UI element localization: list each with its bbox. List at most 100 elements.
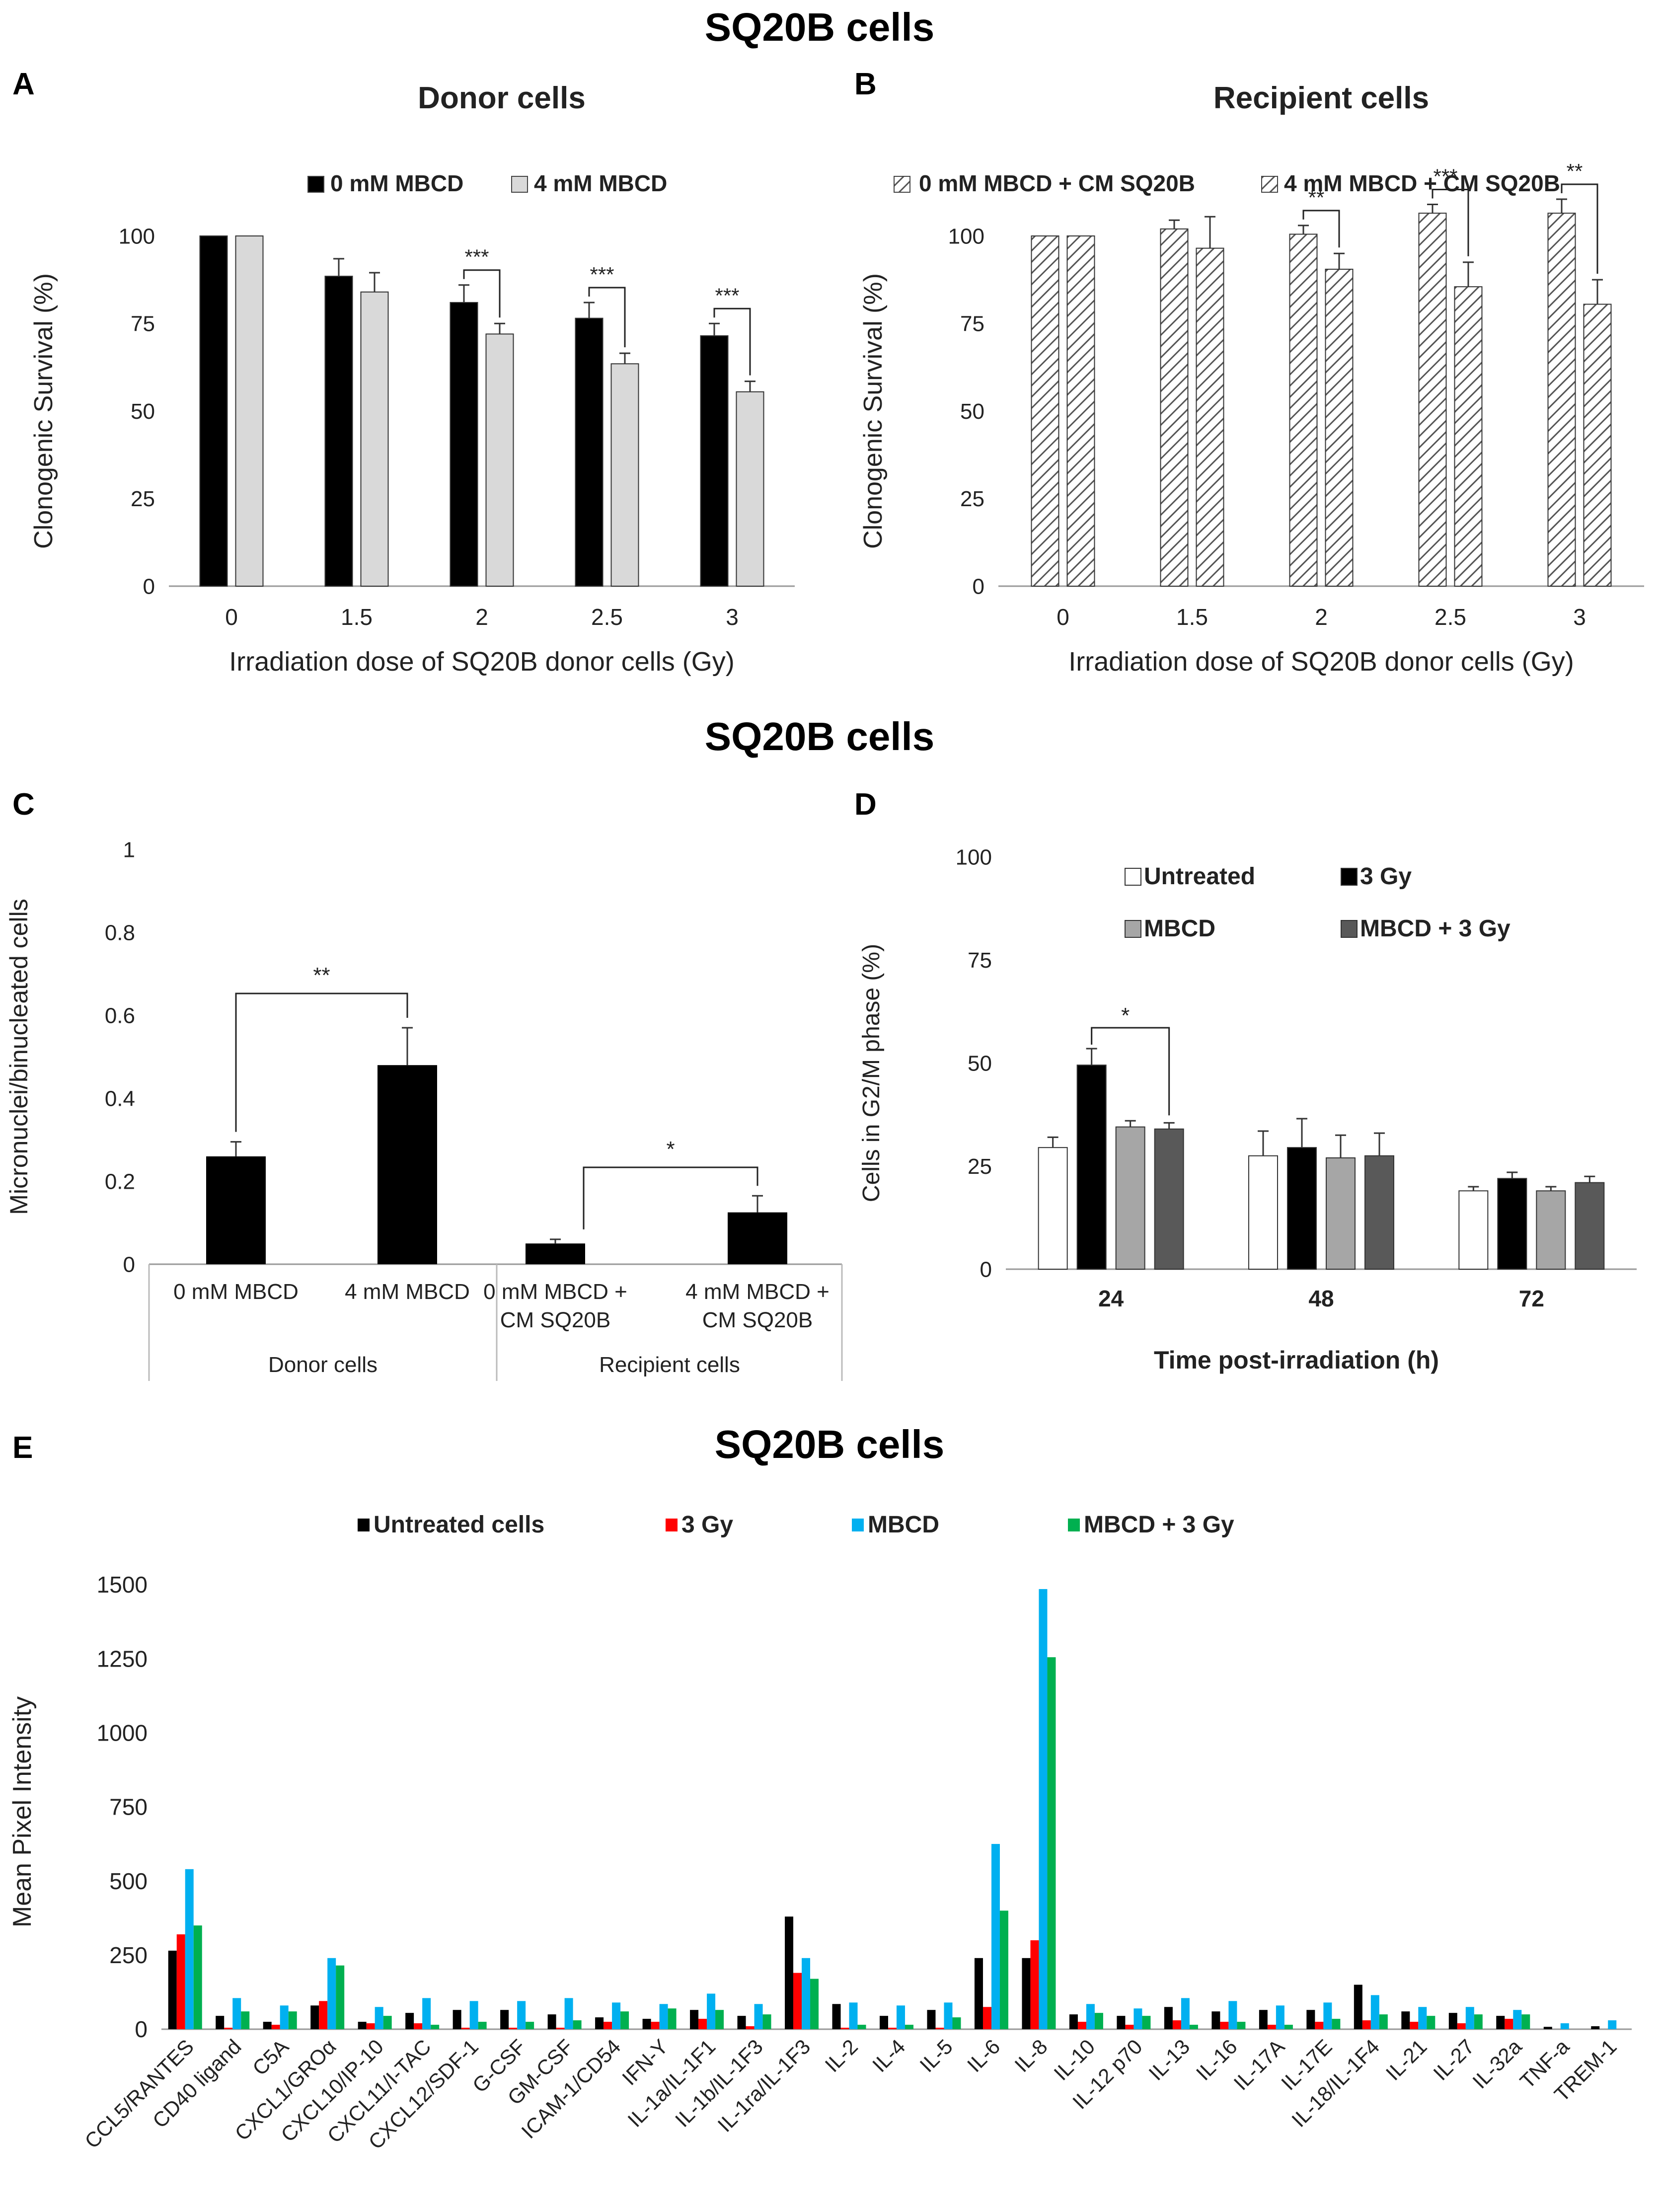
- panel-e-bar: [1069, 2014, 1078, 2029]
- panel-d-legend-label: MBCD: [1144, 915, 1215, 942]
- panel-e-bar: [241, 2011, 250, 2029]
- panel-c-y-axis-label: Micronuclei/binucleated cells: [5, 899, 33, 1215]
- panel-b-xtick-label: 2.5: [1434, 604, 1466, 630]
- panel-e-bar: [1276, 2005, 1284, 2029]
- panel-d-bar: [1458, 1190, 1489, 1270]
- panel-a-significance-label: ***: [590, 263, 614, 286]
- panel-a-bar: [736, 391, 764, 587]
- panel-e-ytick-label: 1250: [97, 1646, 148, 1672]
- panel-e-xtick-label: IL-6: [963, 2035, 1004, 2076]
- panel-d-xtick-label: 24: [1098, 1286, 1124, 1311]
- panel-a-significance-bracket: [588, 287, 626, 348]
- panel-e-legend-swatch: [358, 1519, 370, 1531]
- panel-b-ytick-label: 75: [960, 312, 984, 336]
- panel-e-bar: [1086, 2004, 1095, 2029]
- panel-d-bar: [1038, 1147, 1068, 1270]
- figure-title-bottom: SQ20B cells: [715, 1422, 945, 1466]
- panel-a-bar: [450, 302, 478, 587]
- panel-c-bar: [378, 1065, 437, 1264]
- panel-e-bar: [224, 2028, 233, 2029]
- panel-a-ytick-label: 25: [131, 487, 155, 511]
- panel-e-bar: [982, 2007, 991, 2029]
- figure-title-top: SQ20B cells: [705, 5, 935, 49]
- panel-e-bar: [1427, 2016, 1435, 2029]
- panel-e-chart: Untreated cells 3 Gy MBCD MBCD + 3 Gy 0 250 50…: [8, 1512, 1632, 2154]
- panel-c-chart: 0 0.2 0.4 0.6 0.8 1 0 mM MBCD 4 mM MBCD 0 mM MBC…: [5, 838, 843, 1381]
- panel-e-bar: [405, 2013, 414, 2029]
- panel-e-bar: [1211, 2011, 1220, 2029]
- panel-b-bar: [1547, 213, 1576, 587]
- panel-e-bar: [595, 2017, 604, 2029]
- panel-e-bar: [754, 2004, 763, 2029]
- panel-b-legend-swatch: [894, 176, 910, 193]
- panel-a-significance-label: ***: [715, 284, 739, 307]
- panel-b-y-axis-label: Clonogenic Survival (%): [859, 273, 888, 549]
- panel-b-legend-label: 4 mM MBCD + CM SQ20B: [1284, 170, 1560, 196]
- panel-b-legend-swatch: [1261, 176, 1278, 193]
- panel-e-bar: [1505, 2019, 1513, 2029]
- panel-e-bar: [1237, 2022, 1246, 2029]
- panel-a-xtick-label: 2: [475, 604, 488, 630]
- panel-e-legend-label: MBCD + 3 Gy: [1084, 1512, 1234, 1538]
- panel-c-ytick-label: 0.4: [105, 1086, 135, 1111]
- panel-a-significance-label: ***: [464, 245, 489, 269]
- panel-e-legend-label: Untreated cells: [374, 1512, 544, 1538]
- panel-e-bar: [1125, 2025, 1134, 2029]
- panel-a-significance-bracket: [463, 269, 501, 318]
- panel-e-xtick-label: IL-17A: [1229, 2035, 1289, 2095]
- panel-e-bar: [271, 2025, 280, 2029]
- panel-e-bar: [1228, 2001, 1237, 2029]
- panel-a-xtick-label: 3: [726, 604, 739, 630]
- panel-e-bar: [1267, 2025, 1276, 2029]
- panel-e-bar: [1315, 2022, 1324, 2029]
- panel-e-bar: [176, 1934, 185, 2029]
- panel-e-bar: [927, 2010, 936, 2029]
- panel-e-ytick-label: 750: [109, 1794, 148, 1820]
- panel-d-bar: [1115, 1126, 1145, 1270]
- panel-e-ytick-label: 0: [135, 2016, 148, 2042]
- panel-e-bar: [280, 2005, 289, 2029]
- panel-e-bar: [461, 2028, 470, 2029]
- panel-e-ytick-label: 1000: [97, 1720, 148, 1746]
- panel-e-bar: [547, 2014, 556, 2029]
- panel-e-legend-label: MBCD: [868, 1512, 939, 1538]
- panel-b-ytick-label: 100: [948, 224, 984, 248]
- panel-c-bar: [206, 1156, 266, 1264]
- panel-b-bar: [1325, 268, 1354, 587]
- panel-e-bar: [478, 2022, 487, 2029]
- panel-e-bar: [1094, 2013, 1103, 2029]
- panel-e-bar: [785, 1916, 794, 2029]
- panel-e-bar: [263, 2022, 272, 2029]
- panel-d-bar: [1076, 1065, 1107, 1270]
- panel-a-title: Donor cells: [418, 81, 586, 115]
- panel-a-bar: [324, 276, 353, 587]
- panel-e-bar: [1306, 2010, 1315, 2029]
- panel-e-bar: [905, 2025, 913, 2029]
- panel-a-bar: [575, 317, 604, 587]
- panel-e-xtick-label: IL-21: [1381, 2035, 1432, 2085]
- panel-e-bar: [168, 1950, 177, 2029]
- panel-e-bar: [1284, 2025, 1293, 2029]
- panel-e-bar: [668, 2008, 677, 2029]
- panel-b-bar: [1066, 235, 1095, 587]
- panel-e-bar: [991, 1844, 1000, 2029]
- panel-a-bar: [360, 291, 389, 587]
- panel-a-y-axis-label: Clonogenic Survival (%): [29, 273, 58, 549]
- panel-a-ytick-label: 0: [143, 574, 155, 599]
- panel-e-bar: [1142, 2016, 1151, 2029]
- panel-e-bar: [897, 2005, 905, 2029]
- panel-b-bar: [1583, 304, 1612, 587]
- panel-e-bar: [422, 1998, 431, 2029]
- panel-e-bar: [974, 1958, 983, 2029]
- panel-c-group-label: Recipient cells: [599, 1353, 740, 1377]
- panel-e-ytick-label: 1500: [97, 1572, 148, 1598]
- panel-d-bar: [1364, 1155, 1394, 1270]
- panel-e-bar: [659, 2004, 668, 2029]
- panel-d-y-axis-label: Cells in G2/M phase (%): [858, 944, 885, 1202]
- panel-b-ytick-label: 0: [973, 574, 984, 599]
- panel-e-bar: [840, 2028, 849, 2029]
- panel-c-significance-label: *: [666, 1137, 675, 1161]
- panel-e-bar: [216, 2016, 225, 2029]
- panel-d-ytick-label: 50: [968, 1051, 992, 1075]
- panel-a-bar: [199, 235, 228, 587]
